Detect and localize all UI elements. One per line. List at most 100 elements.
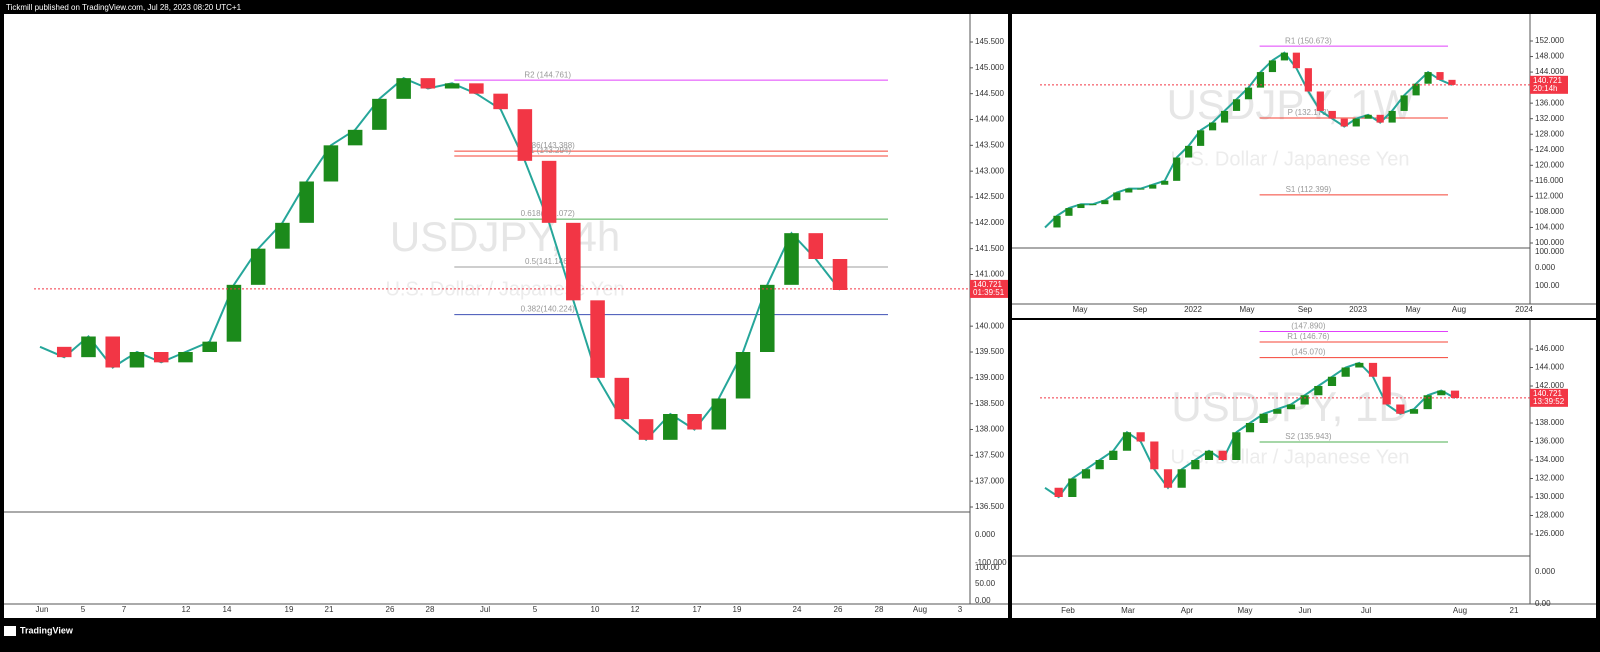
price-label: 138.500 xyxy=(975,399,1004,408)
candle xyxy=(1053,215,1061,228)
chart-panel xyxy=(4,14,1008,618)
price-label: 104.000 xyxy=(1535,223,1564,232)
price-label: 142.500 xyxy=(975,192,1004,201)
brand-logo xyxy=(4,626,16,636)
last-price-box xyxy=(1530,388,1568,407)
candle xyxy=(1280,52,1289,61)
time-label: 28 xyxy=(426,605,435,614)
time-label: 7 xyxy=(122,605,127,614)
symbol-description: U.S. Dollar / Japanese Yen xyxy=(1170,446,1409,468)
candle xyxy=(1286,404,1296,410)
candle xyxy=(1173,157,1181,181)
candle xyxy=(1448,79,1456,85)
candle xyxy=(1396,404,1405,414)
candle xyxy=(493,93,508,110)
candle xyxy=(1204,450,1214,460)
countdown-label: 01:39:51 xyxy=(973,288,1005,297)
candle xyxy=(444,83,460,89)
symbol-watermark: USDJPY, 4h xyxy=(390,213,620,260)
price-label: 108.000 xyxy=(1535,207,1564,216)
price-label: 152.000 xyxy=(1535,36,1564,45)
candle xyxy=(1208,122,1217,131)
pivot-label: 0.786(143.388) xyxy=(521,141,576,150)
time-label: 19 xyxy=(733,605,742,614)
time-label: 19 xyxy=(285,605,294,614)
candle xyxy=(1244,87,1253,100)
time-label: 21 xyxy=(1510,606,1519,615)
time-label: Mar xyxy=(1121,606,1135,615)
price-label: 146.000 xyxy=(1535,344,1564,353)
candle xyxy=(1355,362,1364,368)
indicator-label: 100.000 xyxy=(1535,247,1564,256)
candle xyxy=(1436,72,1444,80)
candle xyxy=(372,98,387,130)
price-label: 145.500 xyxy=(975,37,1004,46)
pivot-label: S2 (135.943) xyxy=(1285,432,1332,441)
candle xyxy=(1412,83,1420,96)
time-label: Apr xyxy=(1181,606,1194,615)
time-label: May xyxy=(1239,305,1254,314)
time-label: 5 xyxy=(533,605,538,614)
price-label: 144.500 xyxy=(975,89,1004,98)
candle xyxy=(1245,423,1255,433)
chart-panel xyxy=(1012,14,1596,318)
price-label: 112.000 xyxy=(1535,191,1564,200)
candle xyxy=(1054,487,1063,497)
time-label: 10 xyxy=(591,605,600,614)
candle xyxy=(1273,409,1282,414)
price-label: 142.000 xyxy=(1535,381,1564,390)
indicator-label: 0.000 xyxy=(975,530,996,539)
candle xyxy=(347,129,363,146)
candle xyxy=(1388,110,1396,123)
indicator-label: 0.000 xyxy=(1535,567,1556,576)
candle xyxy=(1065,208,1073,216)
indicator-label: 0.00 xyxy=(975,596,991,605)
pivot-label: R2 (144.761) xyxy=(524,70,571,79)
candle xyxy=(541,160,557,223)
candle xyxy=(1068,478,1077,497)
time-label: Jul xyxy=(480,605,490,614)
time-label: 5 xyxy=(81,605,86,614)
candle xyxy=(56,346,72,358)
price-label: 132.000 xyxy=(1535,114,1564,123)
candle xyxy=(1077,204,1085,209)
candle xyxy=(735,352,751,399)
candle xyxy=(226,284,242,342)
candle xyxy=(1368,362,1378,377)
pivot-label: R1 (143.294) xyxy=(524,146,571,155)
price-label: 126.000 xyxy=(1535,529,1564,538)
candle xyxy=(1161,180,1169,185)
candle xyxy=(1423,395,1432,410)
candle xyxy=(614,377,630,420)
candle xyxy=(638,419,654,440)
last-price-label: 140.721 xyxy=(1533,389,1562,398)
candle xyxy=(275,222,290,249)
candle xyxy=(1185,145,1193,158)
price-label: 148.000 xyxy=(1535,52,1564,61)
time-label: Sep xyxy=(1298,305,1313,314)
symbol-watermark: USDJPY, 1W xyxy=(1167,81,1414,128)
candle xyxy=(469,83,484,94)
price-label: 142.000 xyxy=(975,218,1004,227)
price-label: 139.500 xyxy=(975,347,1004,356)
candle xyxy=(1150,441,1159,470)
time-label: Aug xyxy=(1453,606,1467,615)
candle xyxy=(663,414,678,440)
price-label: 128.000 xyxy=(1535,511,1564,520)
time-label: Jun xyxy=(1299,606,1312,615)
countdown-label: 13:39:52 xyxy=(1533,397,1565,406)
candle xyxy=(178,352,193,363)
candle xyxy=(1304,68,1312,92)
candle xyxy=(202,341,217,352)
candle xyxy=(517,109,533,161)
candle xyxy=(1137,188,1145,190)
candle xyxy=(1191,460,1200,470)
price-label: 136.000 xyxy=(1535,437,1564,446)
candle xyxy=(1328,110,1336,119)
candle xyxy=(1101,200,1109,205)
candle xyxy=(1113,192,1121,201)
candle xyxy=(1220,110,1229,123)
candle xyxy=(1109,450,1118,460)
pivot-label: P (132.173) xyxy=(1288,108,1330,117)
candle xyxy=(1341,367,1350,377)
